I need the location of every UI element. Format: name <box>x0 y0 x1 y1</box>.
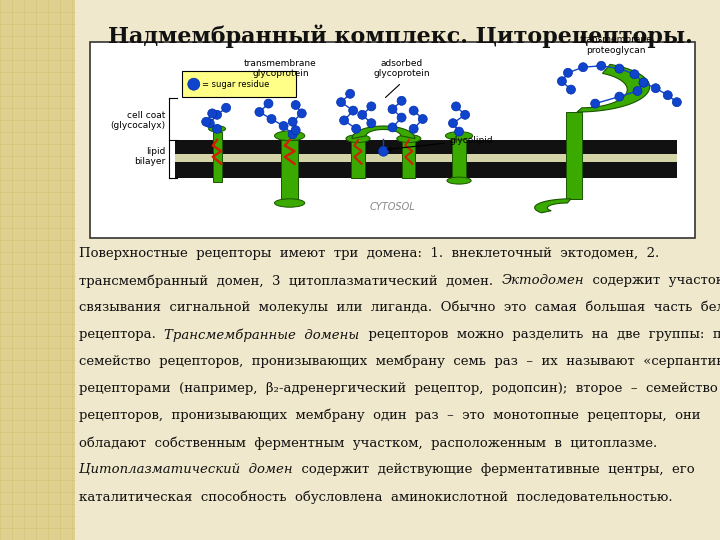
Circle shape <box>351 124 361 133</box>
Circle shape <box>639 78 648 87</box>
Circle shape <box>615 92 624 101</box>
FancyBboxPatch shape <box>181 71 296 97</box>
Ellipse shape <box>346 134 370 143</box>
Circle shape <box>409 124 418 133</box>
Ellipse shape <box>397 134 421 143</box>
Text: связывания  сигнальной  молекулы  или  лиганда.  Обычно  это  самая  большая  ча: связывания сигнальной молекулы или лиган… <box>79 301 720 314</box>
Text: glycolipid: glycolipid <box>387 136 494 151</box>
Bar <box>90 42 695 238</box>
Circle shape <box>267 114 276 124</box>
Circle shape <box>597 62 606 70</box>
Polygon shape <box>535 199 571 213</box>
Circle shape <box>590 99 600 108</box>
Circle shape <box>297 109 306 118</box>
Circle shape <box>639 78 648 87</box>
Bar <box>565 112 582 199</box>
Circle shape <box>633 86 642 96</box>
Ellipse shape <box>274 199 305 207</box>
Text: обладают  собственным  ферментным  участком,  расположенным  в  цитоплазме.: обладают собственным ферментным участком… <box>79 436 657 449</box>
Circle shape <box>348 106 358 115</box>
Circle shape <box>222 103 230 112</box>
Bar <box>212 132 222 182</box>
Text: семейство  рецепторов,  пронизывающих  мембрану  семь  раз  –  их  называют  «се: семейство рецепторов, пронизывающих мемб… <box>79 355 720 368</box>
Circle shape <box>255 107 264 117</box>
Text: cell coat
(glycocalyx): cell coat (glycocalyx) <box>110 111 166 130</box>
Circle shape <box>557 77 567 86</box>
Text: lipid
bilayer: lipid bilayer <box>135 147 166 166</box>
Circle shape <box>615 64 624 73</box>
Circle shape <box>418 114 427 124</box>
Circle shape <box>651 84 660 93</box>
Ellipse shape <box>447 177 471 184</box>
Text: рецепторами  (например,  β₂-адренергический  рецептор,  родопсин);  второе  –  с: рецепторами (например, β₂-адренергически… <box>79 382 718 395</box>
Text: Надмембранный комплекс. Циторецепторы.: Надмембранный комплекс. Циторецепторы. <box>107 24 693 48</box>
Bar <box>402 139 415 178</box>
Polygon shape <box>352 126 415 139</box>
Circle shape <box>346 89 355 98</box>
Bar <box>175 154 677 163</box>
Circle shape <box>388 123 397 132</box>
Circle shape <box>567 85 575 94</box>
Circle shape <box>188 78 199 90</box>
Circle shape <box>409 106 418 115</box>
Circle shape <box>288 130 297 139</box>
Bar <box>282 140 298 199</box>
Circle shape <box>279 122 288 131</box>
Text: Цитоплазматический  домен: Цитоплазматический домен <box>79 463 292 476</box>
Circle shape <box>207 109 217 118</box>
Circle shape <box>336 98 346 107</box>
Circle shape <box>366 119 376 127</box>
Text: adsorbed
glycoprotein: adsorbed glycoprotein <box>373 59 430 78</box>
Polygon shape <box>577 64 649 112</box>
Text: Трансмембранные  домены: Трансмембранные домены <box>164 328 359 341</box>
Circle shape <box>451 102 461 111</box>
Ellipse shape <box>446 132 472 140</box>
Text: содержит  действующие  ферментативные  центры,  его: содержит действующие ферментативные цент… <box>292 463 694 476</box>
Bar <box>175 140 677 154</box>
Text: transmembrane
glycoprotein: transmembrane glycoprotein <box>244 59 317 78</box>
Circle shape <box>291 126 300 134</box>
Circle shape <box>288 117 297 126</box>
Text: transmembrane
proteoglycan: transmembrane proteoglycan <box>580 35 653 55</box>
Text: Эктодомен: Эктодомен <box>502 274 584 287</box>
Circle shape <box>366 102 376 111</box>
Circle shape <box>358 110 366 119</box>
Circle shape <box>264 99 273 108</box>
Bar <box>452 139 466 178</box>
Circle shape <box>212 110 222 119</box>
Text: рецепторов  можно  разделить  на  две  группы:  первая  –: рецепторов можно разделить на две группы… <box>359 328 720 341</box>
Bar <box>175 163 677 178</box>
Text: = sugar residue: = sugar residue <box>202 80 269 89</box>
Text: трансмембранный  домен,  3  цитоплазматический  домен.: трансмембранный домен, 3 цитоплазматичес… <box>79 274 502 287</box>
Text: содержит  участок: содержит участок <box>584 274 720 287</box>
Text: Поверхностные  рецепторы  имеют  три  домена:  1.  внеклеточный  эктодомен,  2.: Поверхностные рецепторы имеют три домена… <box>79 247 660 260</box>
Ellipse shape <box>274 131 305 141</box>
Circle shape <box>672 98 681 107</box>
Circle shape <box>461 110 469 119</box>
Text: CYTOSOL: CYTOSOL <box>369 202 415 212</box>
Circle shape <box>205 119 215 127</box>
Circle shape <box>397 113 406 122</box>
Circle shape <box>663 91 672 100</box>
Circle shape <box>202 117 211 126</box>
Circle shape <box>630 70 639 79</box>
Text: каталитическая  способность  обусловлена  аминокислотной  последовательностью.: каталитическая способность обусловлена а… <box>79 490 672 503</box>
Circle shape <box>454 127 464 136</box>
Bar <box>0 0 75 540</box>
Circle shape <box>388 105 397 114</box>
Circle shape <box>212 124 222 133</box>
Circle shape <box>397 96 406 105</box>
Text: рецепторов,  пронизывающих  мембрану  один  раз  –  это  монотопные  рецепторы, : рецепторов, пронизывающих мембрану один … <box>79 409 701 422</box>
Circle shape <box>379 146 388 156</box>
Circle shape <box>564 68 572 77</box>
Circle shape <box>340 116 348 125</box>
Circle shape <box>579 63 588 72</box>
Circle shape <box>449 119 457 127</box>
Circle shape <box>291 100 300 110</box>
Text: рецептора.: рецептора. <box>79 328 164 341</box>
Bar <box>351 139 364 178</box>
Ellipse shape <box>209 126 225 132</box>
